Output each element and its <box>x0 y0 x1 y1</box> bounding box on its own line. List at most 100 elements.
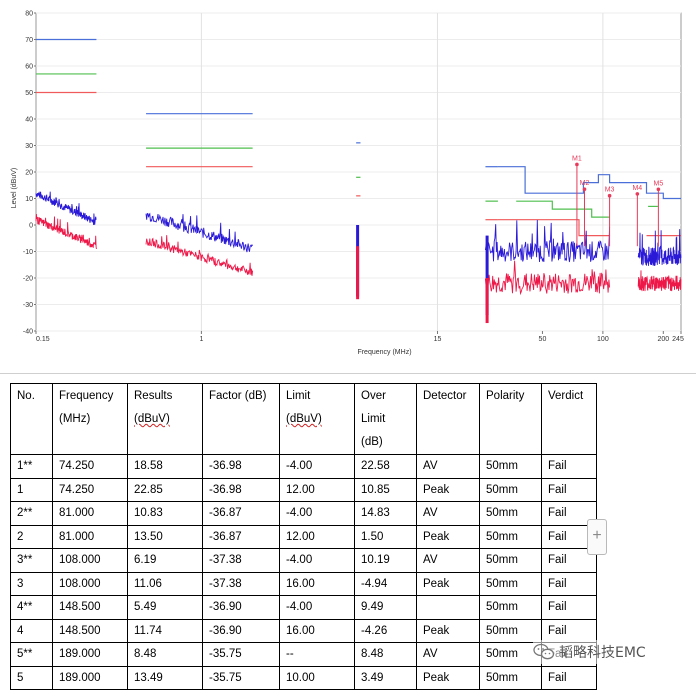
table-cell: 16.00 <box>279 571 355 596</box>
x-tick-label: 100 <box>597 336 609 343</box>
trace-average <box>35 213 97 250</box>
marker-label: M5 <box>654 180 664 187</box>
table-cell: Peak <box>416 571 480 596</box>
results-table: No. Frequency (MHz) Results (dBuV) Factor (dB… <box>10 383 597 690</box>
table-cell: AV <box>416 548 480 573</box>
table-cell: 3.49 <box>354 665 417 690</box>
marker-label: M4 <box>632 185 642 192</box>
trace-peak <box>637 229 682 267</box>
table-cell: 18.58 <box>127 454 203 479</box>
table-row: 3 108.000 11.06 -37.38 16.00 -4.94 Peak 50mm Fai… <box>10 571 597 596</box>
table-cell: 1 <box>10 477 53 502</box>
header-cell: Polarity <box>479 383 542 455</box>
header-cell: Limit (dBuV) <box>279 383 355 455</box>
table-cell: 74.250 <box>52 454 128 479</box>
table-cell: 50mm <box>479 524 542 549</box>
limit-step-line <box>497 166 681 200</box>
table-cell: 1** <box>10 454 53 479</box>
table-cell: -4.94 <box>354 571 417 596</box>
table-cell: Fail <box>541 571 597 596</box>
table-cell: 6.19 <box>127 548 203 573</box>
header-label: Over <box>361 390 386 402</box>
table-row: 5 189.000 13.49 -35.75 10.00 3.49 Peak 50mm Fail <box>10 665 597 690</box>
table-cell: 50mm <box>479 548 542 573</box>
table-cell: -37.38 <box>202 571 280 596</box>
header-cell: Over Limit (dB) <box>354 383 417 455</box>
table-cell: Fail <box>541 618 597 643</box>
table-cell: AV <box>416 501 480 526</box>
table-cell: 3 <box>10 571 53 596</box>
table-cell: 50mm <box>479 571 542 596</box>
header-label: Detector <box>423 390 467 402</box>
y-tick-label: 20 <box>25 170 33 177</box>
table-row: 4** 148.500 5.49 -36.90 -4.00 9.49 50mm Fail <box>10 595 597 620</box>
table-cell: -35.75 <box>202 642 280 667</box>
marker-point <box>582 187 587 192</box>
watermark: 韬略科技EMC <box>533 640 646 664</box>
add-button[interactable]: + <box>587 519 607 555</box>
table-row: 1** 74.250 18.58 -36.98 -4.00 22.58 AV 50mm Fail <box>10 454 597 479</box>
section-divider <box>0 373 696 374</box>
table-cell: -36.90 <box>202 595 280 620</box>
marker-label: M3 <box>605 187 615 194</box>
table-cell: 148.500 <box>52 595 128 620</box>
header-cell: Verdict <box>541 383 597 455</box>
table-cell: 81.000 <box>52 524 128 549</box>
header-label: Verdict <box>548 390 584 402</box>
header-cell: No. <box>10 383 53 455</box>
table-cell: 74.250 <box>52 477 128 502</box>
x-axis-label: Frequency (MHz) <box>357 349 411 356</box>
table-cell: 5 <box>10 665 53 690</box>
watermark-text: 韬略科技EMC <box>559 645 646 661</box>
header-label: Results <box>134 390 173 402</box>
y-tick-label: 40 <box>25 117 33 124</box>
table-cell <box>416 595 480 620</box>
table-cell: 189.000 <box>52 642 128 667</box>
table-cell: 50mm <box>479 477 542 502</box>
table-cell: 12.00 <box>279 524 355 549</box>
table-cell: 5.49 <box>127 595 203 620</box>
x-tick-label: 50 <box>539 336 547 343</box>
header-label: Limit <box>361 413 386 425</box>
header-label: (dBuV) <box>134 413 170 425</box>
header-label: Polarity <box>486 390 525 402</box>
table-cell: 4 <box>10 618 53 643</box>
table-cell: Peak <box>416 524 480 549</box>
table-cell: 16.00 <box>279 618 355 643</box>
table-cell: -36.98 <box>202 454 280 479</box>
header-label: Limit <box>286 390 311 402</box>
table-cell: 50mm <box>479 501 542 526</box>
table-cell: -4.00 <box>279 548 355 573</box>
trace-peak <box>484 219 611 263</box>
header-cell: Factor (dB) <box>202 383 280 455</box>
table-cell: 2 <box>10 524 53 549</box>
marker-point <box>656 187 661 192</box>
burst-average <box>485 278 489 324</box>
table-cell: 13.50 <box>127 524 203 549</box>
limit-step-line <box>497 219 610 237</box>
wechat-icon <box>533 643 555 660</box>
table-row: 2 81.000 13.50 -36.87 12.00 1.50 Peak 50mm Fail <box>10 524 597 549</box>
header-cell: Frequency (MHz) <box>52 383 128 455</box>
table-cell: 9.49 <box>354 595 417 620</box>
table-cell: Peak <box>416 665 480 690</box>
y-tick-label: -10 <box>23 249 33 256</box>
table-cell: -4.00 <box>279 454 355 479</box>
table-cell: -4.00 <box>279 501 355 526</box>
y-tick-label: -40 <box>23 329 33 336</box>
table-cell: 8.48 <box>354 642 417 667</box>
y-tick-label: 10 <box>25 196 33 203</box>
y-tick-label: -30 <box>23 302 33 309</box>
y-tick-label: -20 <box>23 276 33 283</box>
table-cell: Peak <box>416 477 480 502</box>
table-cell: 81.000 <box>52 501 128 526</box>
x-tick-label: 245 <box>672 336 684 343</box>
y-tick-label: 70 <box>25 37 33 44</box>
marker-label: M2 <box>580 180 590 187</box>
x-tick-label: 1 <box>199 336 203 343</box>
table-cell: Fail <box>541 665 597 690</box>
table-cell: 8.48 <box>127 642 203 667</box>
table-cell: -35.75 <box>202 665 280 690</box>
burst-average <box>356 246 360 300</box>
